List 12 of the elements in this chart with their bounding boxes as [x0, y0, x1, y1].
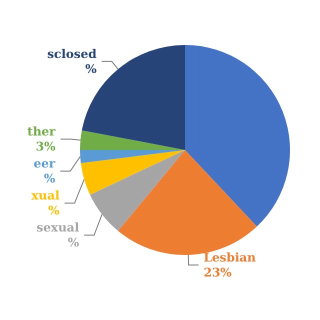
data-label: % [48, 204, 60, 218]
data-label: % [68, 236, 80, 250]
slice-label: ther [27, 124, 56, 139]
slice-label: sclosed [47, 46, 98, 61]
slice-label: xual [31, 188, 60, 203]
data-label: % [85, 62, 98, 76]
data-label: % [44, 172, 56, 186]
slice-label: Lesbian [204, 250, 256, 264]
data-label: 23% [204, 265, 232, 280]
data-label: 3% [36, 140, 56, 154]
slice-label: sexual [36, 220, 80, 235]
slice-label: eer [34, 156, 56, 171]
